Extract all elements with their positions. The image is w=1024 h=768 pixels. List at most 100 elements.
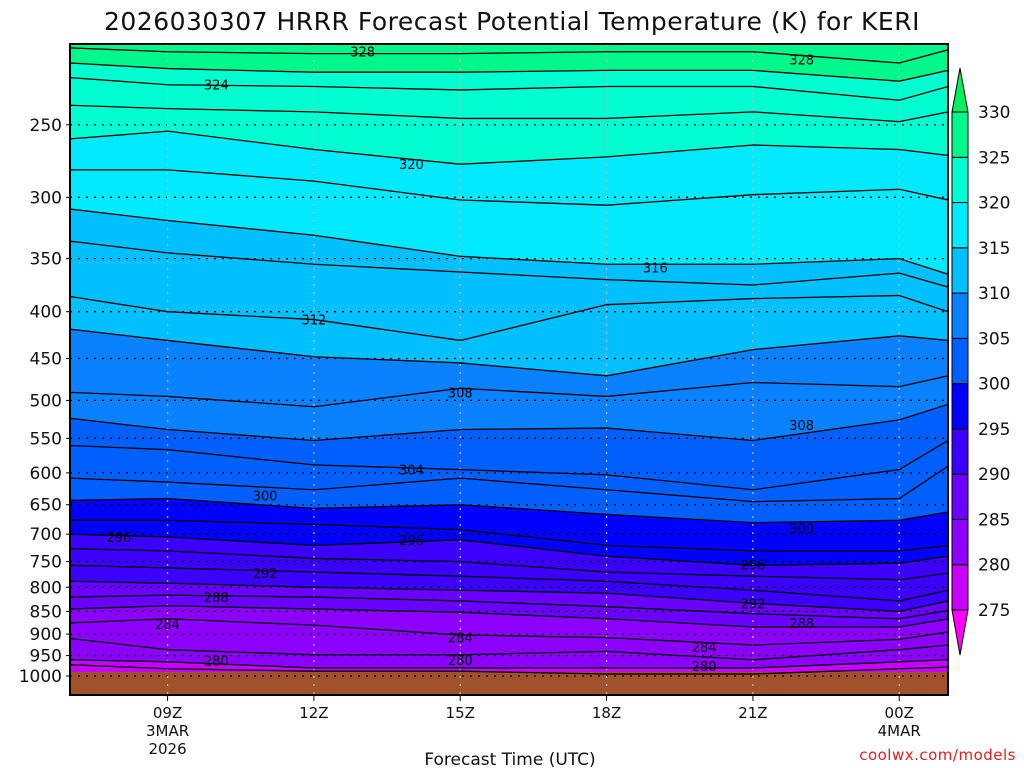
contour-label: 300 [253, 489, 278, 504]
y-tick-label: 950 [30, 647, 62, 667]
contour-line-308 [70, 375, 948, 408]
contour-line-328 [70, 47, 948, 64]
plot-frame [69, 43, 949, 696]
contour-line-312 [70, 294, 948, 342]
y-tick-label: 250 [30, 116, 62, 136]
contour-label: 292 [740, 597, 765, 612]
colorbar-swatch-295 [951, 383, 969, 430]
x-tick-label: 00Z [885, 704, 914, 722]
x-tick-label: 21Z [738, 704, 767, 722]
contour-label: 296 [106, 531, 131, 546]
contour-line-280 [70, 659, 948, 669]
contour-line-320 [70, 130, 948, 165]
colorbar-swatch-315 [951, 202, 969, 249]
contour-line-306 [70, 403, 948, 442]
colorbar-min-arrow [951, 609, 969, 656]
colorbar-max-arrow [951, 67, 969, 113]
y-tick-label: 350 [30, 250, 62, 270]
colorbar: 275 280 285 290 295 300 305 310 315 320 325 330 [951, 67, 1010, 656]
credit-text: coolwx.com/models [859, 746, 1016, 764]
contour-line-326 [70, 62, 948, 82]
contour-line-300 [70, 497, 948, 524]
contour-label: 308 [448, 386, 473, 401]
colorbar-label: 310 [978, 284, 1010, 304]
x-tick-label: 09Z [153, 704, 182, 722]
contour-line-316 [70, 208, 948, 275]
contour-label: 296 [740, 558, 765, 573]
contour-label: 280 [692, 660, 717, 675]
chart-title: 2026030307 HRRR Forecast Potential Tempe… [104, 7, 920, 36]
colorbar-swatch-310 [951, 247, 969, 294]
contour-line-296 [70, 533, 948, 566]
y-tick-label: 400 [30, 303, 62, 323]
ground-surface [70, 671, 948, 695]
colorbar-swatch-320 [951, 156, 969, 204]
colorbar-label: 305 [978, 329, 1010, 349]
contour-line-290 [70, 580, 948, 613]
y-tick-label: 750 [30, 553, 62, 573]
x-axis-label: Forecast Time (UTC) [424, 750, 595, 768]
colorbar-label: 300 [978, 375, 1010, 395]
contour-label: 312 [301, 314, 326, 329]
y-tick-label: 550 [30, 429, 62, 449]
colorbar-swatch-275 [951, 564, 969, 611]
colorbar-swatch-325 [951, 111, 969, 158]
y-tick-label: 500 [30, 391, 62, 411]
contour-label: 308 [789, 419, 814, 434]
contour-label: 288 [789, 617, 814, 632]
contour-line-324 [70, 76, 948, 101]
contour-line-288 [70, 594, 948, 620]
contour-label: 284 [448, 632, 473, 647]
y-tick-label: 600 [30, 464, 62, 484]
contour-line-318 [70, 169, 948, 206]
y-tick-label: 1000 [19, 667, 62, 687]
contour-label: 296 [399, 534, 424, 549]
contour-label: 288 [204, 591, 229, 606]
contour-line-304 [70, 439, 948, 491]
colorbar-label: 285 [978, 510, 1010, 530]
contour-line-294 [70, 548, 948, 581]
contour-label: 328 [350, 46, 375, 61]
contour-line-302 [70, 465, 948, 503]
y-axis: 250 300 350 400 450 500 550 600 650 700 750 800 850 9… [19, 116, 70, 687]
x-tick-label: 15Z [446, 704, 475, 722]
contour-label: 324 [204, 79, 229, 94]
colorbar-swatch-300 [951, 337, 969, 385]
contour-line-322 [70, 104, 948, 123]
contour-label-layer: 328 328 324 320 316 312 308 308 304 300 300 296 296 2… [106, 46, 814, 675]
y-tick-label: 900 [30, 625, 62, 645]
contour-line-292 [70, 564, 948, 602]
colorbar-swatch-305 [951, 292, 969, 339]
x-tick-date: 4MAR [878, 722, 921, 740]
contour-label: 304 [399, 464, 424, 479]
fill-band-328 [70, 44, 948, 63]
y-tick-label: 850 [30, 602, 62, 622]
colorbar-swatch-285 [951, 473, 969, 520]
contour-label: 280 [204, 655, 229, 670]
colorbar-label: 320 [978, 194, 1010, 214]
y-tick-label: 650 [30, 496, 62, 516]
contour-label: 280 [448, 654, 473, 669]
contour-label: 300 [789, 522, 814, 537]
contour-line-278 [70, 664, 948, 675]
contour-layer [70, 47, 948, 675]
contour-label: 320 [399, 158, 424, 173]
contour-label: 328 [789, 53, 814, 68]
y-tick-label: 300 [30, 188, 62, 208]
y-tick-label: 450 [30, 350, 62, 370]
y-tick-label: 700 [30, 525, 62, 545]
contour-line-284 [70, 618, 948, 646]
colorbar-label: 280 [978, 556, 1010, 576]
contour-label: 292 [253, 567, 278, 582]
colorbar-swatch-290 [951, 428, 969, 475]
contour-line-286 [70, 605, 948, 628]
contour-label: 316 [643, 262, 668, 277]
contour-line-314 [70, 240, 948, 288]
contour-label: 284 [155, 618, 180, 633]
x-tick-label: 18Z [592, 704, 621, 722]
x-tick-date: 3MAR [146, 722, 189, 740]
colorbar-label: 315 [978, 239, 1010, 259]
contour-line-310 [70, 328, 948, 377]
